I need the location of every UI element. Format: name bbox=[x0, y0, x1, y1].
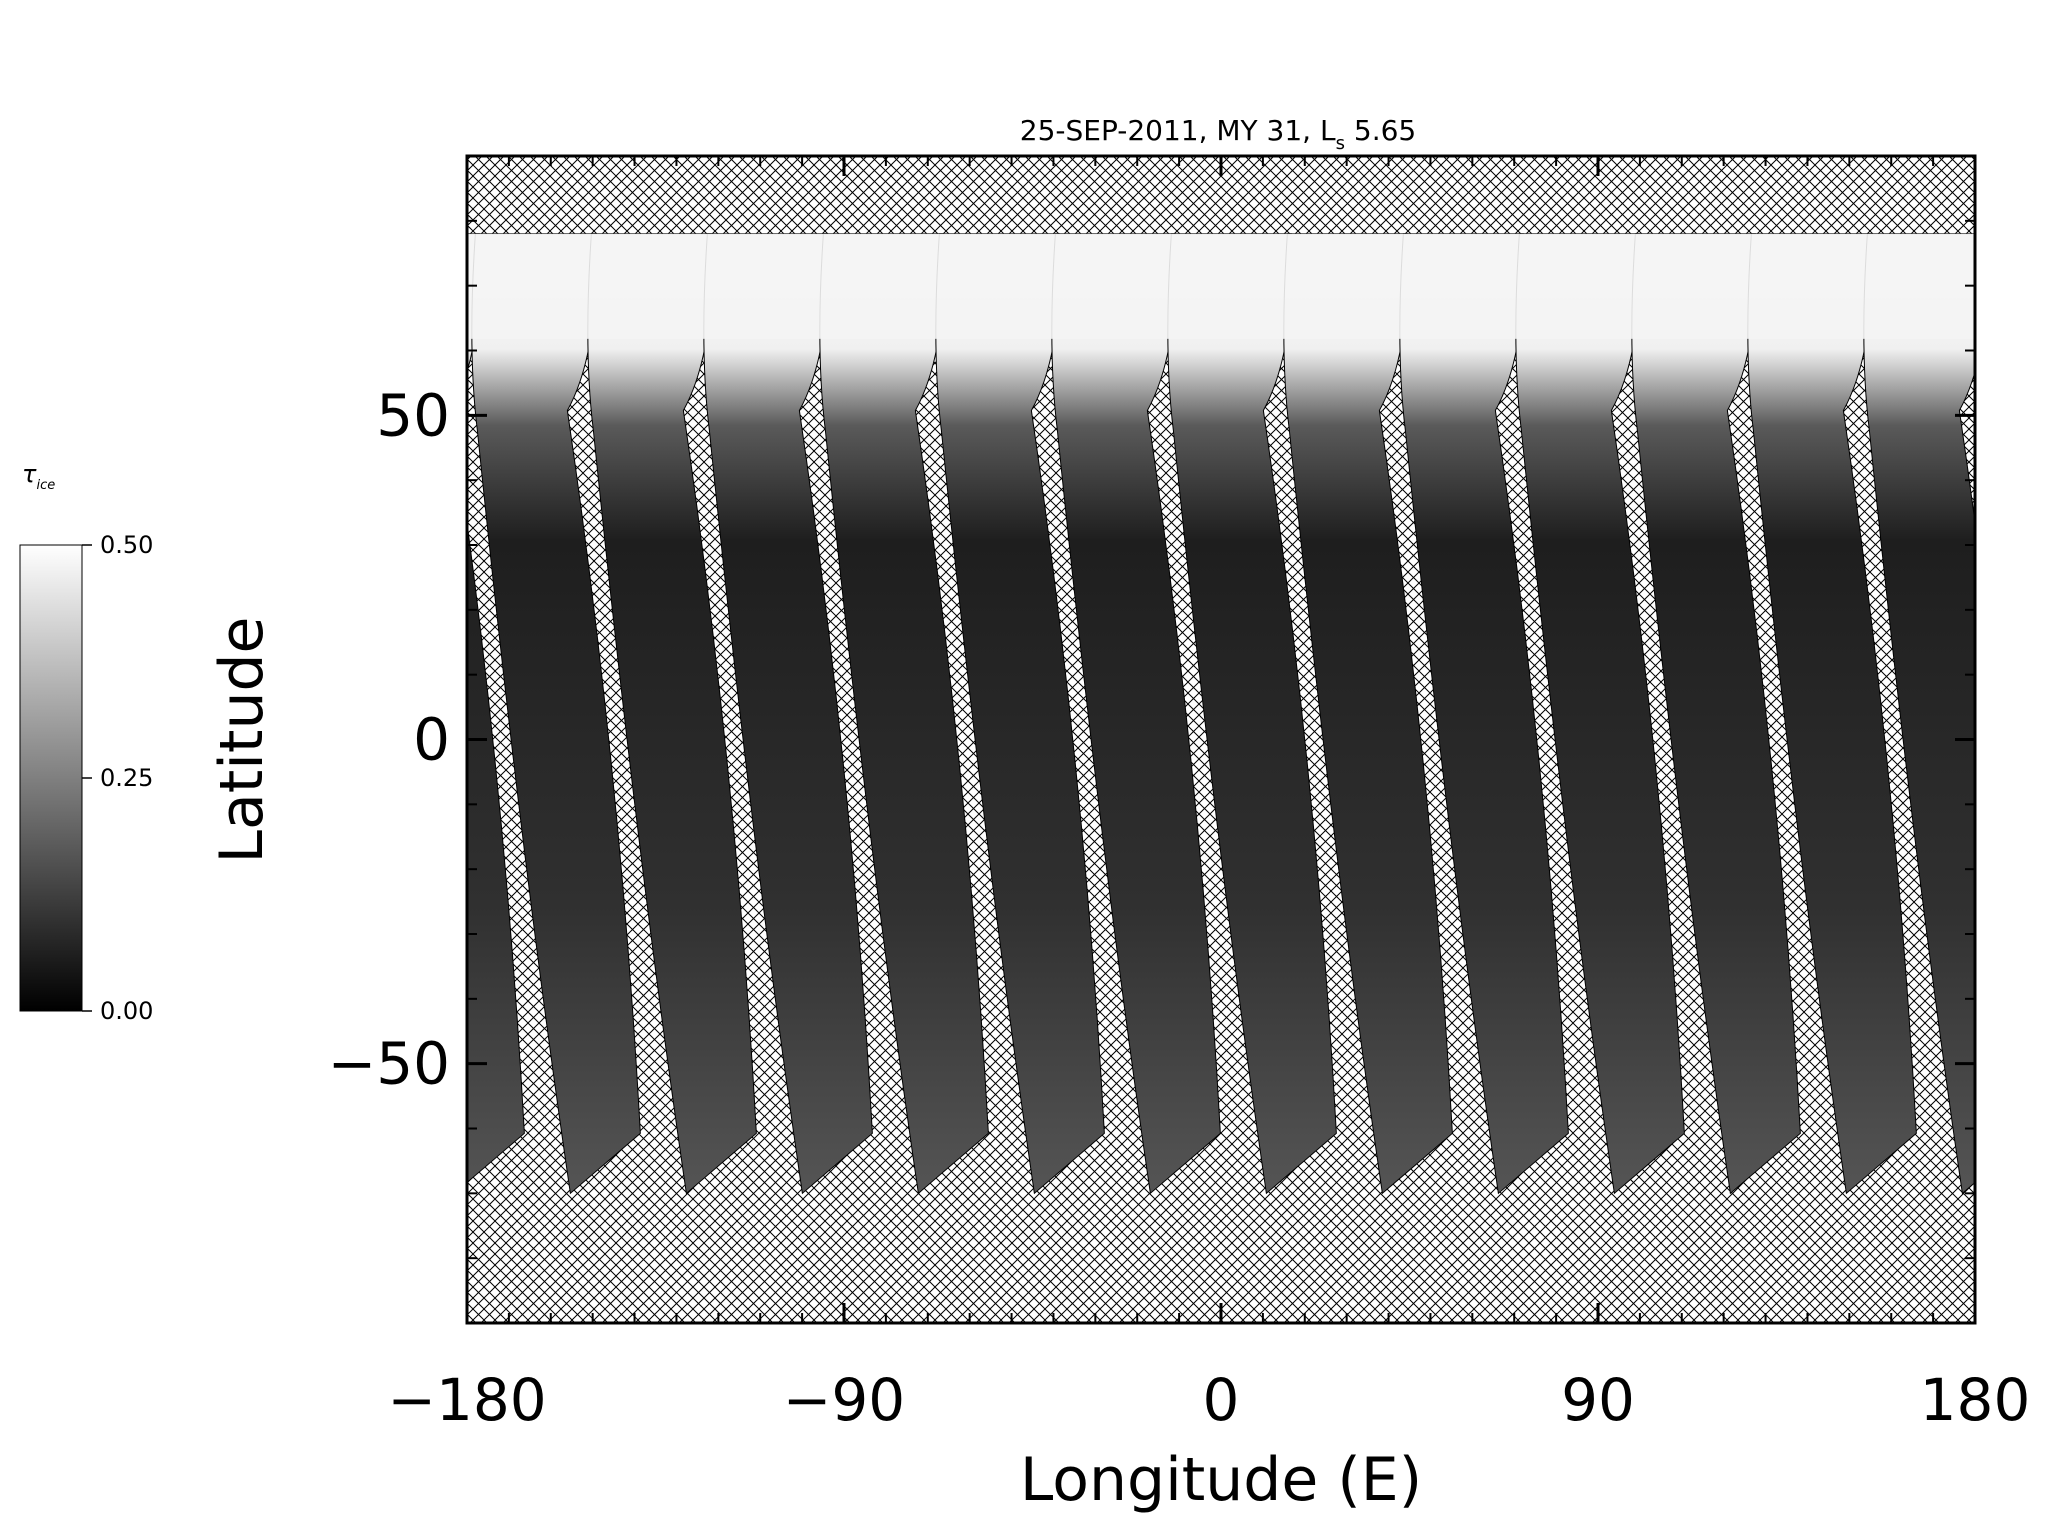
observation-swath bbox=[1747, 233, 1917, 1195]
y-axis-ticks: 50 0 −50 bbox=[328, 155, 1975, 1324]
colorbar-title: τice bbox=[22, 460, 55, 493]
observation-swath bbox=[471, 233, 641, 1195]
plot-area bbox=[467, 156, 2048, 1323]
observation-swath bbox=[467, 233, 525, 1184]
observation-swath bbox=[935, 233, 1105, 1195]
y-tick-label: −50 bbox=[328, 1030, 450, 1098]
observation-swath bbox=[1051, 233, 1221, 1195]
north-polar-cap-band bbox=[467, 233, 1975, 339]
y-tick-label: 50 bbox=[376, 381, 450, 449]
x-tick-label: −90 bbox=[783, 1366, 905, 1434]
observation-swath bbox=[1167, 233, 1337, 1195]
observation-swath bbox=[1283, 233, 1453, 1195]
x-tick-label: −180 bbox=[387, 1366, 546, 1434]
observation-swath bbox=[1399, 233, 1569, 1195]
x-axis-label: Longitude (E) bbox=[1020, 1445, 1422, 1515]
colorbar: τice 0.50 0.25 0.00 bbox=[19, 460, 153, 1025]
chart-title: 25-SEP-2011, MY 31, Ls 5.65 bbox=[1020, 114, 1416, 154]
observation-swath bbox=[1515, 233, 1685, 1195]
y-axis-label: Latitude bbox=[207, 617, 277, 864]
colorbar-ticks: 0.50 0.25 0.00 bbox=[82, 531, 153, 1025]
observation-swath bbox=[1980, 234, 2048, 1194]
x-tick-label: 180 bbox=[1920, 1366, 2031, 1434]
x-tick-label: 0 bbox=[1203, 1366, 1240, 1434]
observation-swath bbox=[703, 233, 873, 1195]
y-tick-label: 0 bbox=[413, 706, 450, 774]
observation-swath bbox=[1631, 233, 1801, 1195]
x-axis-ticks: −180 −90 0 90 180 bbox=[387, 156, 2030, 1434]
observation-swaths bbox=[467, 233, 2048, 1195]
colorbar-tick-label: 0.25 bbox=[100, 764, 153, 792]
observation-swath bbox=[819, 233, 989, 1195]
x-tick-label: 90 bbox=[1561, 1366, 1635, 1434]
colorbar-tick-label: 0.50 bbox=[100, 531, 153, 559]
colorbar-tick-label: 0.00 bbox=[100, 997, 153, 1025]
colorbar-gradient bbox=[19, 544, 83, 1012]
observation-swath bbox=[1863, 233, 1975, 1195]
observation-swath bbox=[587, 233, 757, 1195]
